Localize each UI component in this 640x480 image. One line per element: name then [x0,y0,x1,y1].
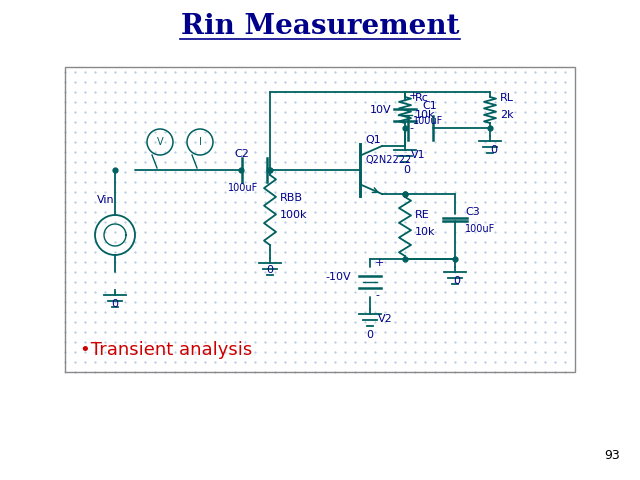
Text: 0: 0 [111,299,118,309]
Text: -10V: -10V [325,272,351,282]
Text: •Transient analysis: •Transient analysis [80,341,252,359]
Text: 93: 93 [604,449,620,462]
Text: V2: V2 [378,314,393,324]
Text: -: - [375,290,379,300]
Text: Q1: Q1 [365,135,381,145]
Text: Rin Measurement: Rin Measurement [180,13,460,40]
Text: C1: C1 [422,101,437,111]
Text: 100k: 100k [280,210,307,220]
Text: 100uF: 100uF [228,183,259,193]
Text: 10k: 10k [415,227,435,237]
Text: V: V [157,137,163,147]
Text: 100uF: 100uF [413,116,443,126]
Text: Vin: Vin [97,195,115,205]
Text: 0: 0 [266,265,273,275]
Text: C2: C2 [234,149,249,159]
Text: 100uF: 100uF [465,224,495,234]
Text: RE: RE [415,210,429,220]
Text: V1: V1 [411,150,426,160]
Text: 0: 0 [367,330,374,340]
Text: I: I [198,137,202,147]
Text: C3: C3 [465,207,480,217]
Text: 0: 0 [454,276,461,286]
Text: -: - [409,123,413,133]
Text: +: + [409,91,419,101]
Text: 0: 0 [403,165,410,175]
Text: RBB: RBB [280,193,303,203]
Text: 2k: 2k [500,110,514,120]
Text: 0: 0 [490,145,497,155]
Text: Rc: Rc [415,93,429,103]
Text: 10k: 10k [415,110,435,120]
Text: Q2N2222: Q2N2222 [366,155,412,165]
Text: +: + [375,258,385,268]
Text: 10V: 10V [370,105,392,115]
Text: RL: RL [500,93,514,103]
